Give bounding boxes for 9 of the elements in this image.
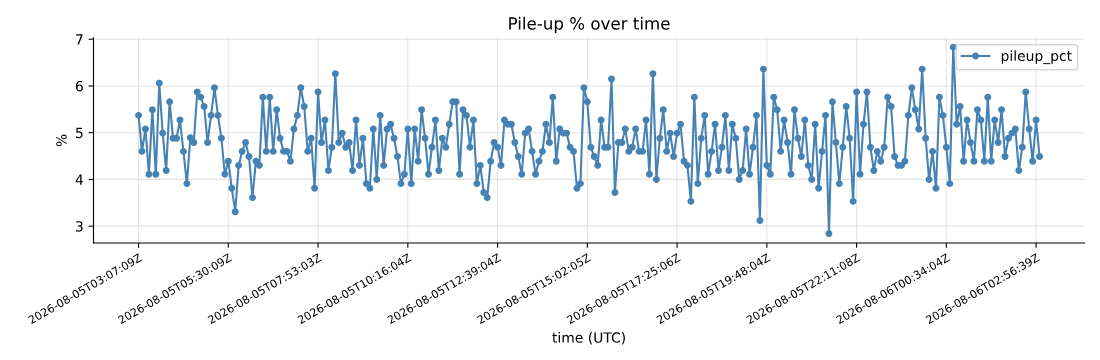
y-tick-label: 7 [76, 34, 83, 45]
y-tick-label: 4 [75, 174, 83, 185]
chart-title: Pile-up % over time [509, 16, 670, 33]
y-tick-label: 3 [76, 221, 83, 232]
x-axis-title: time (UTC) [552, 332, 625, 345]
y-axis-title: % [56, 134, 67, 147]
y-tick-label: 6 [75, 80, 83, 92]
y-tick-label: 5 [76, 127, 83, 139]
legend-label: pileup_pct [1001, 50, 1072, 65]
